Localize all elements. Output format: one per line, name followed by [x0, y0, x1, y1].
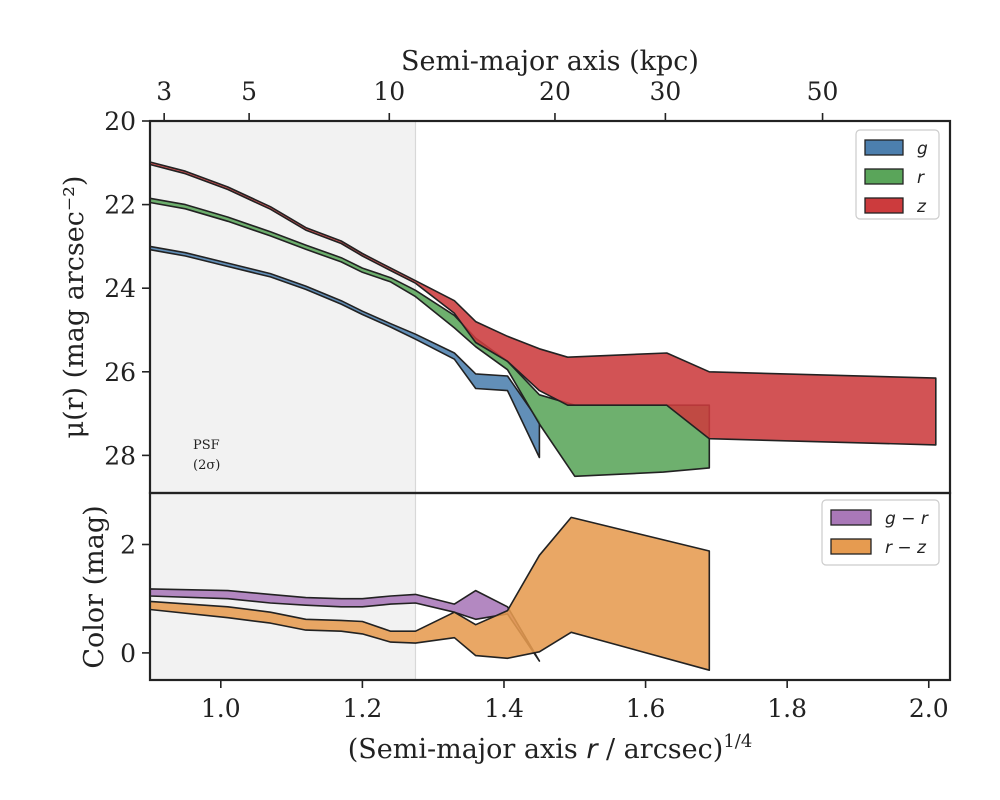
legend-swatch [830, 538, 872, 555]
bottom-xtick-label: 1.2 [343, 694, 383, 723]
top-ytick-label: 28 [104, 441, 136, 470]
top-x-axis-label: Semi-major axis (kpc) [401, 46, 699, 77]
legend-swatch [864, 139, 904, 156]
legend-swatch [864, 168, 904, 185]
bottom-xtick-label: 1.8 [767, 694, 807, 723]
bottom-y-axis-label: Color (mag) [79, 505, 110, 668]
top-legend: grz [855, 129, 940, 220]
psf-label: PSF [193, 438, 220, 453]
bottom-xtick-label: 2.0 [909, 694, 949, 723]
top-panel-bands [149, 161, 937, 478]
band-top-z [149, 161, 937, 446]
bottom-ytick-label: 2 [120, 530, 136, 559]
legend-label: r − z [885, 538, 927, 558]
bottom-legend: g − r r − z [821, 499, 940, 566]
top-kpc-tick-label: 10 [373, 77, 405, 106]
bottom-panel-bands [149, 516, 711, 671]
legend-swatch [864, 197, 904, 214]
top-kpc-tick-label: 30 [649, 77, 681, 106]
bottom-x-axis-label: (Semi-major axis r / arcsec)1/4 [348, 731, 753, 765]
top-kpc-tick-label: 50 [807, 77, 839, 106]
legend-label: g − r [885, 509, 929, 529]
legend-label: z [916, 197, 927, 217]
band-top-r [149, 197, 711, 478]
top-ytick-label: 20 [104, 107, 136, 136]
top-y-axis-label: μ(r) (mag arcsec⁻²) [59, 176, 90, 439]
bottom-ytick-label: 0 [120, 639, 136, 668]
legend-swatch [830, 509, 872, 526]
bottom-xtick-label: 1.4 [484, 694, 524, 723]
axis-ticks: 20 22 24 26 28 0 2 1.0 1.2 1.4 1.6 1.8 2.0 3 5 10 20 30 50 [104, 77, 948, 723]
band-top-g [149, 245, 541, 459]
bottom-xtick-label: 1.0 [201, 694, 241, 723]
top-ytick-label: 26 [104, 358, 136, 387]
legend-label: r [917, 168, 925, 188]
psf-sigma-label: (2σ) [193, 458, 220, 473]
bottom-xtick-label: 1.6 [626, 694, 666, 723]
top-kpc-tick-label: 20 [539, 77, 571, 106]
legend-label: g [917, 139, 928, 159]
top-kpc-tick-label: 5 [241, 77, 257, 106]
top-ytick-label: 22 [104, 191, 136, 220]
top-kpc-tick-label: 3 [156, 77, 172, 106]
band-bottom-1 [149, 516, 711, 671]
bottom-panel-frame [148, 491, 952, 682]
top-ytick-label: 24 [104, 274, 136, 303]
